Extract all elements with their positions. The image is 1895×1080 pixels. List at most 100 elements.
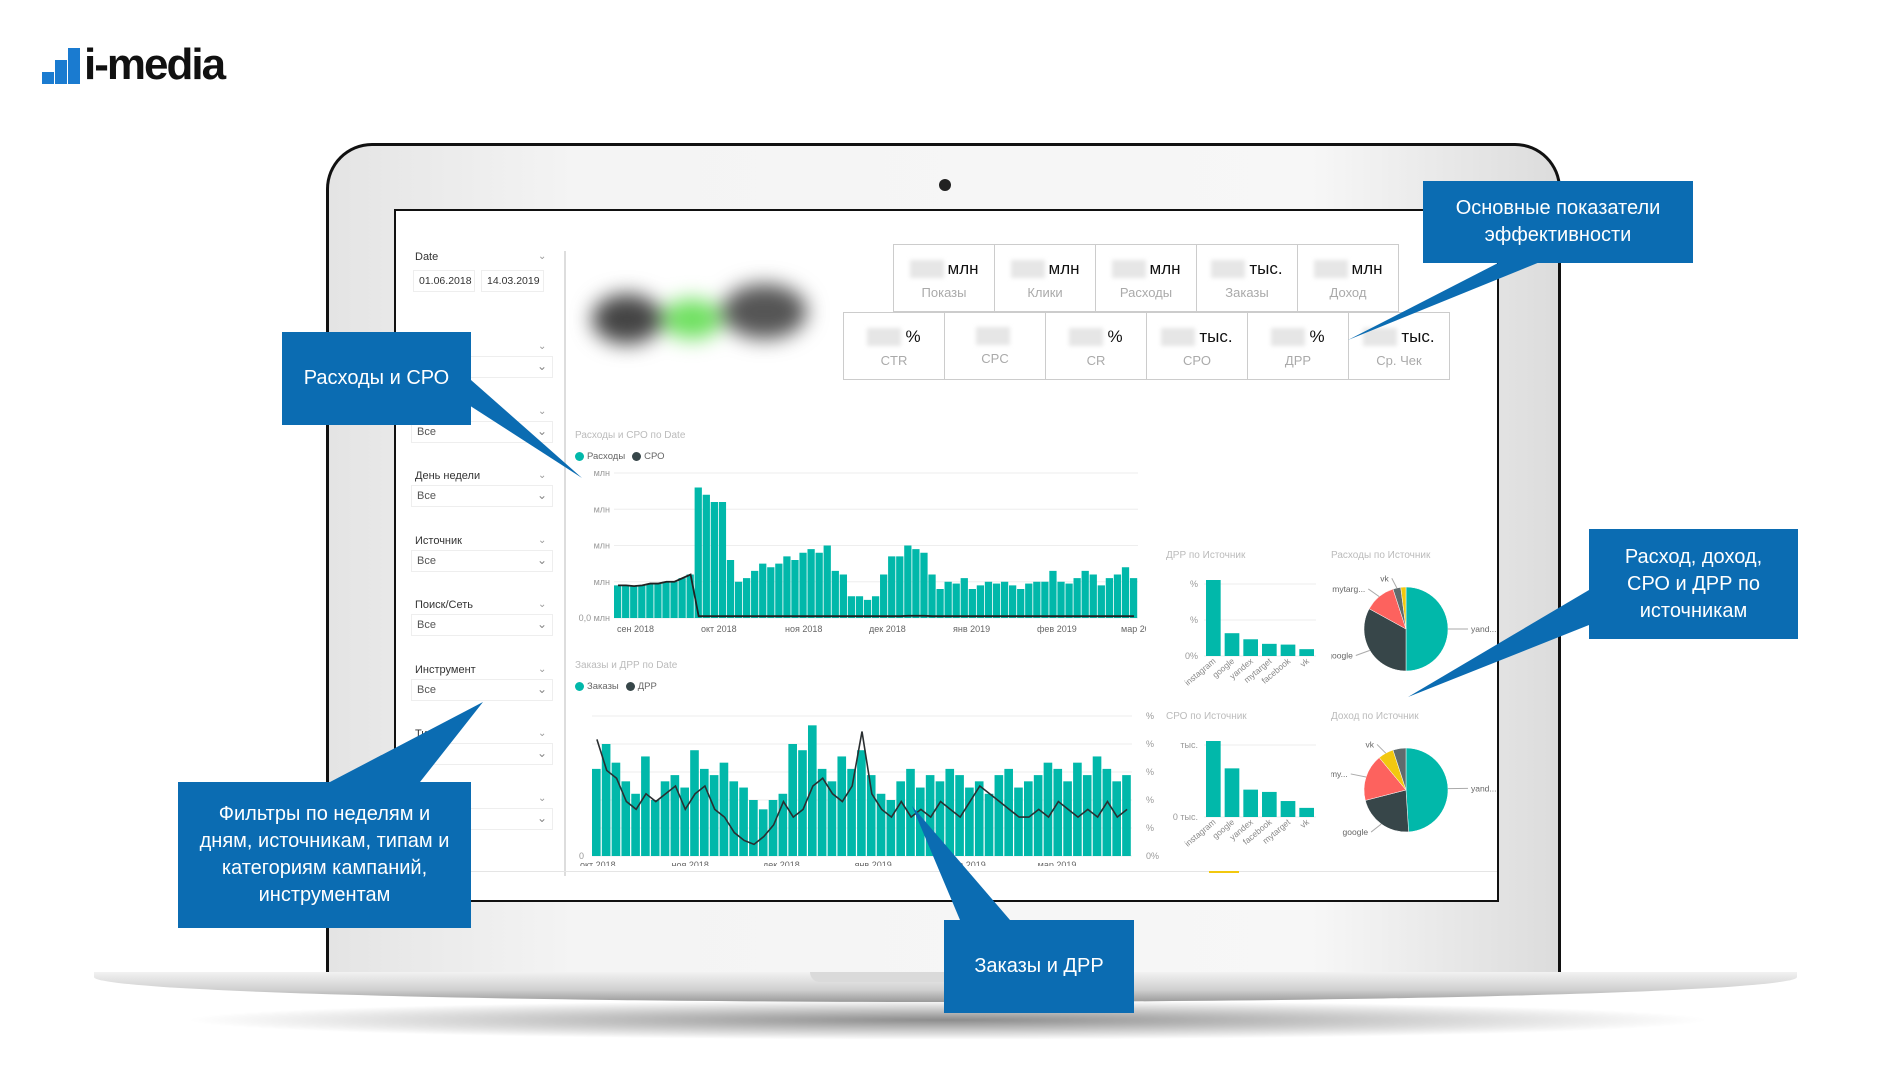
orders-bar <box>866 775 876 856</box>
filter-label: Источник <box>415 534 462 547</box>
pie-label: google <box>1331 650 1353 660</box>
spend-bar <box>1089 574 1097 618</box>
legend-item: Заказы <box>587 681 619 692</box>
chevron-down-icon[interactable]: ⌄ <box>538 792 547 804</box>
spend-bar <box>646 583 654 618</box>
orders-bar <box>808 725 817 856</box>
date-from-input[interactable]: 01.06.2018 <box>413 270 475 292</box>
orders-bar <box>621 781 631 856</box>
chevron-down-icon[interactable]: ⌄ <box>538 251 547 262</box>
spend-bar <box>775 563 783 618</box>
orders-bar <box>670 775 680 856</box>
pointer-filters <box>330 702 483 782</box>
spend-bar <box>1049 570 1057 618</box>
orders-bar <box>876 793 886 856</box>
filter-dropdown[interactable]: Все ⌄ <box>411 485 553 507</box>
x-tick-label: мар 2019 <box>1038 860 1077 866</box>
spend-bar <box>1025 583 1033 618</box>
y-tick-label: тыс. <box>1180 740 1198 750</box>
orders-bar <box>1073 762 1082 856</box>
orders-bar <box>955 775 964 856</box>
x-tick-label: янв 2019 <box>953 624 990 634</box>
kpi-unit: % <box>1107 327 1123 346</box>
spend-bar <box>807 549 815 618</box>
pie-label: vk <box>1380 573 1389 583</box>
orders-bar <box>906 768 915 856</box>
legend-dot-teal <box>575 682 584 691</box>
spend-bar <box>855 596 864 618</box>
y-tick-label: % <box>1190 615 1198 625</box>
spend-bar <box>847 596 856 618</box>
kpi-value-hidden <box>1069 328 1104 346</box>
filter-dropdown[interactable]: Все ⌄ <box>411 614 553 636</box>
kpi-value-hidden <box>867 328 902 346</box>
chevron-down-icon[interactable]: ⌄ <box>538 341 547 352</box>
chevron-down-icon[interactable]: ⌄ <box>538 470 547 481</box>
pie-slice <box>1400 586 1407 630</box>
spend-bar <box>734 581 743 618</box>
chevron-down-icon: ⌄ <box>536 810 547 825</box>
spend-bar <box>1073 578 1081 618</box>
filter-label: День недели <box>415 470 481 482</box>
spend-bar <box>1000 581 1009 618</box>
orders-bar <box>847 768 856 856</box>
orders-bar <box>1102 768 1112 856</box>
chart-title: Доход по Источник <box>1331 711 1419 722</box>
pointer-orders <box>912 806 1010 920</box>
spend-bar <box>928 574 936 618</box>
x-tick-label: янв 2019 <box>855 860 892 866</box>
spend-bar <box>968 589 976 618</box>
chart-legend: Заказы ДРР <box>575 681 657 692</box>
x-tick-label: ноя 2018 <box>785 624 822 634</box>
spend-bar <box>1065 583 1073 618</box>
kpi-label: Расходы <box>1119 285 1173 300</box>
filter-dropdown[interactable]: Все ⌄ <box>411 678 553 701</box>
kpi-label: Заказы <box>1225 285 1269 300</box>
date-filter-label: Date <box>415 251 439 263</box>
filter-dropdown[interactable]: Все ⌄ <box>411 420 553 443</box>
camera-icon <box>939 179 951 191</box>
orders-bar <box>641 756 650 856</box>
spend-bar <box>1097 585 1105 618</box>
kpi-card: тыс. Заказы <box>1196 244 1298 312</box>
chevron-down-icon: ⌄ <box>536 423 547 438</box>
chevron-down-icon[interactable]: ⌄ <box>538 728 547 739</box>
orders-bar <box>925 775 935 856</box>
spend-bar <box>614 585 622 618</box>
filter-sidebar: Date ⌄ 01.06.2018 14.03.2019 ⌄ ⌄ ⌄ Все ⌄ Д… <box>396 211 564 900</box>
orders-bar <box>690 750 699 856</box>
orders-bar <box>1112 781 1121 856</box>
orders-bar <box>1004 768 1013 856</box>
orders-bar <box>1122 775 1131 856</box>
spend-bar <box>1081 570 1089 618</box>
spend-bar <box>1121 567 1130 618</box>
orders-bar <box>1024 781 1033 856</box>
spend-bar <box>710 502 718 618</box>
date-to-input[interactable]: 14.03.2019 <box>481 270 544 292</box>
spend-bar <box>960 578 968 618</box>
chevron-down-icon: ⌄ <box>536 746 547 760</box>
pie-label: yand... <box>1471 624 1497 634</box>
y-tick-label: млн <box>594 541 610 551</box>
orders-bar <box>749 800 758 856</box>
spend-bar <box>912 549 920 618</box>
source-bar <box>1299 649 1314 656</box>
orders-bar <box>994 775 1004 856</box>
kpi-label: CPC <box>981 351 1009 366</box>
revenue-by-source-pie: Доход по Источник yand... google my... vk <box>1331 711 1497 837</box>
chevron-down-icon[interactable]: ⌄ <box>538 663 547 675</box>
orders-bar <box>935 781 945 856</box>
chevron-down-icon[interactable]: ⌄ <box>538 534 547 546</box>
legend-dot-teal <box>575 452 584 461</box>
chevron-down-icon[interactable]: ⌄ <box>538 405 547 417</box>
pie-slice <box>1405 586 1449 672</box>
y-tick-label: 0 <box>579 851 584 861</box>
chevron-down-icon[interactable]: ⌄ <box>538 599 547 610</box>
spend-bar <box>662 581 670 618</box>
pointer-kpi <box>1348 262 1540 340</box>
chevron-down-icon: ⌄ <box>536 681 547 696</box>
kpi-unit: % <box>905 327 921 346</box>
filter-dropdown[interactable]: Все ⌄ <box>411 549 553 572</box>
spend-bar <box>1113 574 1122 618</box>
